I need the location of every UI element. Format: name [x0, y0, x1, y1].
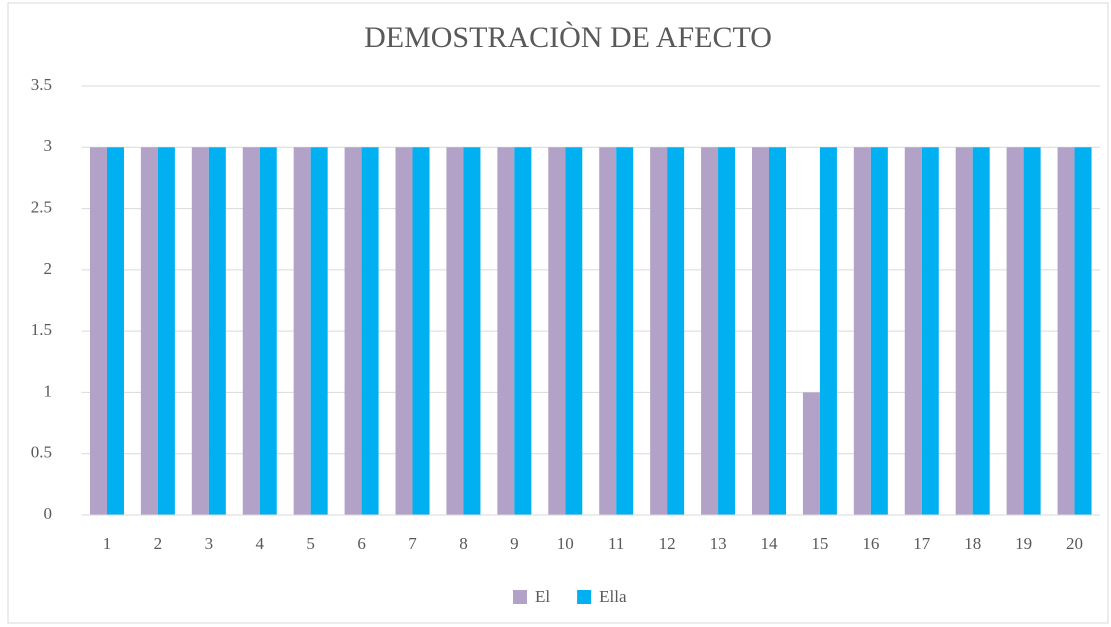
bar	[463, 147, 481, 516]
bar	[1006, 147, 1024, 516]
bar	[751, 147, 769, 516]
bar	[1023, 147, 1041, 516]
bar	[361, 147, 379, 516]
y-tick-label: 0	[44, 504, 53, 523]
x-tick-label: 20	[1066, 534, 1083, 553]
y-tick-label: 2	[44, 259, 53, 278]
bar	[599, 147, 617, 516]
chart-title: DEMOSTRACIÒN DE AFECTO	[364, 21, 772, 54]
bar	[140, 147, 158, 516]
y-tick-label: 1	[44, 381, 53, 400]
bar	[701, 147, 719, 516]
bar	[259, 147, 277, 516]
x-tick-label: 2	[154, 534, 163, 553]
bar	[870, 147, 888, 516]
bar	[955, 147, 973, 516]
x-tick-label: 6	[357, 534, 366, 553]
bar	[293, 147, 311, 516]
bar	[1057, 147, 1075, 516]
x-tick-label: 4	[255, 534, 264, 553]
x-tick-label: 8	[459, 534, 468, 553]
x-tick-label: 9	[510, 534, 519, 553]
bar	[718, 147, 736, 516]
bar	[242, 147, 260, 516]
x-tick-label: 18	[964, 534, 981, 553]
y-tick-label: 3	[44, 136, 53, 155]
bar	[89, 147, 107, 516]
bar	[1074, 147, 1092, 516]
bar	[853, 147, 871, 516]
bar	[497, 147, 515, 516]
bar	[446, 147, 464, 516]
bar	[667, 147, 685, 516]
x-tick-label: 10	[557, 534, 574, 553]
legend-label: El	[535, 587, 550, 606]
bar	[106, 147, 124, 516]
bar	[650, 147, 668, 516]
x-tick-label: 19	[1015, 534, 1032, 553]
y-tick-label: 1.5	[31, 320, 52, 339]
x-tick-label: 12	[659, 534, 676, 553]
legend-swatch	[577, 590, 592, 604]
bar	[921, 147, 939, 516]
bar	[819, 147, 837, 516]
y-tick-label: 3.5	[31, 75, 52, 94]
x-tick-label: 16	[862, 534, 879, 553]
x-tick-label: 14	[760, 534, 778, 553]
legend-swatch	[513, 590, 527, 604]
x-tick-label: 5	[306, 534, 315, 553]
bar	[972, 147, 990, 516]
bar	[395, 147, 413, 516]
x-tick-label: 17	[913, 534, 931, 553]
bar	[157, 147, 175, 516]
x-tick-label: 11	[608, 534, 624, 553]
bar	[802, 392, 820, 515]
bar	[768, 147, 786, 516]
x-tick-label: 7	[408, 534, 417, 553]
bar	[514, 147, 532, 516]
bar	[310, 147, 328, 516]
x-tick-label: 3	[205, 534, 214, 553]
legend-label: Ella	[599, 587, 627, 606]
bar	[191, 147, 209, 516]
bar	[616, 147, 634, 516]
x-tick-label: 15	[811, 534, 828, 553]
bar	[565, 147, 583, 516]
x-tick-label: 1	[103, 534, 112, 553]
bar	[412, 147, 430, 516]
x-tick-label: 13	[710, 534, 727, 553]
y-tick-label: 0.5	[31, 443, 52, 462]
bar	[904, 147, 922, 516]
bar	[344, 147, 362, 516]
bar	[548, 147, 566, 516]
bar	[208, 147, 226, 516]
y-tick-label: 2.5	[31, 197, 52, 216]
